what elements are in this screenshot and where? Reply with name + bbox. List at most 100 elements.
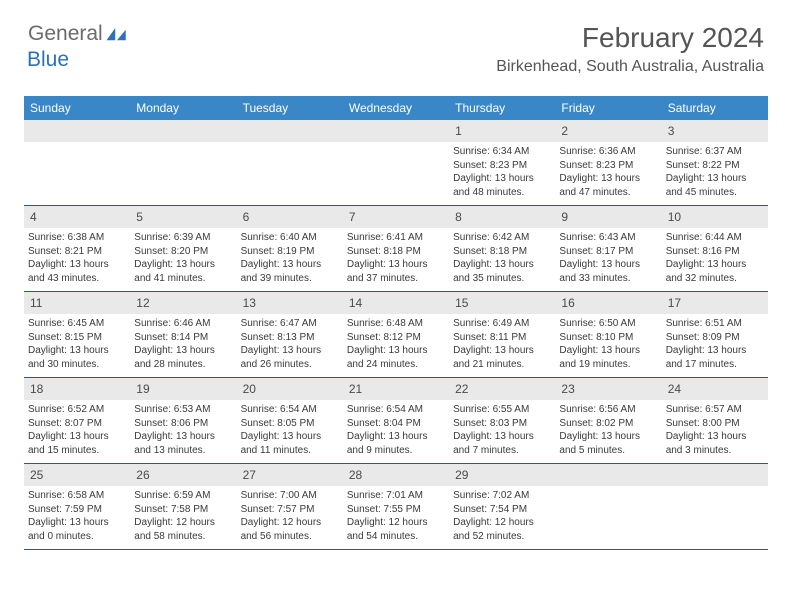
- sunrise-text: Sunrise: 6:43 AM: [559, 231, 657, 245]
- location: Birkenhead, South Australia, Australia: [496, 58, 764, 76]
- day-cell: 17Sunrise: 6:51 AMSunset: 8:09 PMDayligh…: [662, 292, 768, 378]
- empty-day-cell: [237, 120, 343, 206]
- daylight-text: Daylight: 13 hours and 41 minutes.: [134, 258, 232, 285]
- day-cell: 15Sunrise: 6:49 AMSunset: 8:11 PMDayligh…: [449, 292, 555, 378]
- sunset-text: Sunset: 8:23 PM: [453, 159, 551, 173]
- day-details: [555, 486, 661, 544]
- day-number: 29: [449, 464, 555, 486]
- day-cell: 28Sunrise: 7:01 AMSunset: 7:55 PMDayligh…: [343, 464, 449, 550]
- day-details: Sunrise: 6:41 AMSunset: 8:18 PMDaylight:…: [343, 228, 449, 291]
- day-details: [343, 142, 449, 200]
- day-number: 24: [662, 378, 768, 400]
- day-number: 14: [343, 292, 449, 314]
- day-number: 7: [343, 206, 449, 228]
- sail-icon: [106, 28, 128, 42]
- sunset-text: Sunset: 8:15 PM: [28, 331, 126, 345]
- sunrise-text: Sunrise: 6:54 AM: [241, 403, 339, 417]
- day-cell: 6Sunrise: 6:40 AMSunset: 8:19 PMDaylight…: [237, 206, 343, 292]
- weekday-header: Wednesday: [343, 96, 449, 120]
- daylight-text: Daylight: 12 hours and 52 minutes.: [453, 516, 551, 543]
- sunset-text: Sunset: 8:06 PM: [134, 417, 232, 431]
- sunset-text: Sunset: 8:18 PM: [347, 245, 445, 259]
- day-details: Sunrise: 6:54 AMSunset: 8:04 PMDaylight:…: [343, 400, 449, 463]
- sunrise-text: Sunrise: 6:52 AM: [28, 403, 126, 417]
- day-number: [343, 120, 449, 142]
- day-number: 16: [555, 292, 661, 314]
- day-number: 25: [24, 464, 130, 486]
- day-number: [130, 120, 236, 142]
- day-cell: 4Sunrise: 6:38 AMSunset: 8:21 PMDaylight…: [24, 206, 130, 292]
- sunset-text: Sunset: 8:23 PM: [559, 159, 657, 173]
- day-details: Sunrise: 6:46 AMSunset: 8:14 PMDaylight:…: [130, 314, 236, 377]
- daylight-text: Daylight: 13 hours and 37 minutes.: [347, 258, 445, 285]
- day-details: Sunrise: 6:50 AMSunset: 8:10 PMDaylight:…: [555, 314, 661, 377]
- sunrise-text: Sunrise: 6:54 AM: [347, 403, 445, 417]
- day-cell: 27Sunrise: 7:00 AMSunset: 7:57 PMDayligh…: [237, 464, 343, 550]
- day-details: Sunrise: 6:39 AMSunset: 8:20 PMDaylight:…: [130, 228, 236, 291]
- daylight-text: Daylight: 13 hours and 32 minutes.: [666, 258, 764, 285]
- day-number: 17: [662, 292, 768, 314]
- sunrise-text: Sunrise: 6:39 AM: [134, 231, 232, 245]
- title-block: February 2024 Birkenhead, South Australi…: [496, 22, 764, 76]
- sunset-text: Sunset: 8:22 PM: [666, 159, 764, 173]
- sunset-text: Sunset: 7:57 PM: [241, 503, 339, 517]
- day-details: Sunrise: 6:49 AMSunset: 8:11 PMDaylight:…: [449, 314, 555, 377]
- day-number: 1: [449, 120, 555, 142]
- daylight-text: Daylight: 13 hours and 48 minutes.: [453, 172, 551, 199]
- month-year: February 2024: [496, 22, 764, 54]
- daylight-text: Daylight: 13 hours and 9 minutes.: [347, 430, 445, 457]
- day-details: Sunrise: 6:51 AMSunset: 8:09 PMDaylight:…: [662, 314, 768, 377]
- sunrise-text: Sunrise: 6:59 AM: [134, 489, 232, 503]
- calendar-table: Sunday Monday Tuesday Wednesday Thursday…: [24, 96, 768, 550]
- empty-day-cell: [662, 464, 768, 550]
- day-number: 5: [130, 206, 236, 228]
- weekday-header: Friday: [555, 96, 661, 120]
- daylight-text: Daylight: 13 hours and 35 minutes.: [453, 258, 551, 285]
- day-details: Sunrise: 6:53 AMSunset: 8:06 PMDaylight:…: [130, 400, 236, 463]
- day-details: Sunrise: 6:37 AMSunset: 8:22 PMDaylight:…: [662, 142, 768, 205]
- brand-word2-wrap: Blue: [28, 48, 69, 72]
- day-details: Sunrise: 6:45 AMSunset: 8:15 PMDaylight:…: [24, 314, 130, 377]
- daylight-text: Daylight: 13 hours and 39 minutes.: [241, 258, 339, 285]
- day-details: Sunrise: 6:55 AMSunset: 8:03 PMDaylight:…: [449, 400, 555, 463]
- sunrise-text: Sunrise: 7:01 AM: [347, 489, 445, 503]
- empty-day-cell: [24, 120, 130, 206]
- sunrise-text: Sunrise: 6:45 AM: [28, 317, 126, 331]
- weekday-header: Monday: [130, 96, 236, 120]
- day-cell: 2Sunrise: 6:36 AMSunset: 8:23 PMDaylight…: [555, 120, 661, 206]
- day-number: 6: [237, 206, 343, 228]
- calendar-row: 1Sunrise: 6:34 AMSunset: 8:23 PMDaylight…: [24, 120, 768, 206]
- day-cell: 18Sunrise: 6:52 AMSunset: 8:07 PMDayligh…: [24, 378, 130, 464]
- day-details: [24, 142, 130, 200]
- empty-day-cell: [130, 120, 236, 206]
- calendar-row: 25Sunrise: 6:58 AMSunset: 7:59 PMDayligh…: [24, 464, 768, 550]
- day-number: 15: [449, 292, 555, 314]
- day-number: 12: [130, 292, 236, 314]
- sunset-text: Sunset: 8:20 PM: [134, 245, 232, 259]
- daylight-text: Daylight: 13 hours and 19 minutes.: [559, 344, 657, 371]
- day-number: 26: [130, 464, 236, 486]
- day-number: 11: [24, 292, 130, 314]
- day-cell: 5Sunrise: 6:39 AMSunset: 8:20 PMDaylight…: [130, 206, 236, 292]
- sunrise-text: Sunrise: 6:51 AM: [666, 317, 764, 331]
- sunset-text: Sunset: 8:11 PM: [453, 331, 551, 345]
- brand-word1: General: [28, 22, 103, 46]
- sunset-text: Sunset: 8:21 PM: [28, 245, 126, 259]
- day-cell: 22Sunrise: 6:55 AMSunset: 8:03 PMDayligh…: [449, 378, 555, 464]
- sunrise-text: Sunrise: 6:56 AM: [559, 403, 657, 417]
- weekday-header: Saturday: [662, 96, 768, 120]
- sunrise-text: Sunrise: 6:58 AM: [28, 489, 126, 503]
- daylight-text: Daylight: 13 hours and 47 minutes.: [559, 172, 657, 199]
- day-details: Sunrise: 6:52 AMSunset: 8:07 PMDaylight:…: [24, 400, 130, 463]
- weekday-header: Tuesday: [237, 96, 343, 120]
- daylight-text: Daylight: 13 hours and 26 minutes.: [241, 344, 339, 371]
- sunrise-text: Sunrise: 6:37 AM: [666, 145, 764, 159]
- day-cell: 10Sunrise: 6:44 AMSunset: 8:16 PMDayligh…: [662, 206, 768, 292]
- daylight-text: Daylight: 12 hours and 58 minutes.: [134, 516, 232, 543]
- sunrise-text: Sunrise: 6:48 AM: [347, 317, 445, 331]
- day-cell: 1Sunrise: 6:34 AMSunset: 8:23 PMDaylight…: [449, 120, 555, 206]
- sunrise-text: Sunrise: 6:47 AM: [241, 317, 339, 331]
- sunset-text: Sunset: 8:04 PM: [347, 417, 445, 431]
- empty-day-cell: [555, 464, 661, 550]
- day-details: Sunrise: 6:44 AMSunset: 8:16 PMDaylight:…: [662, 228, 768, 291]
